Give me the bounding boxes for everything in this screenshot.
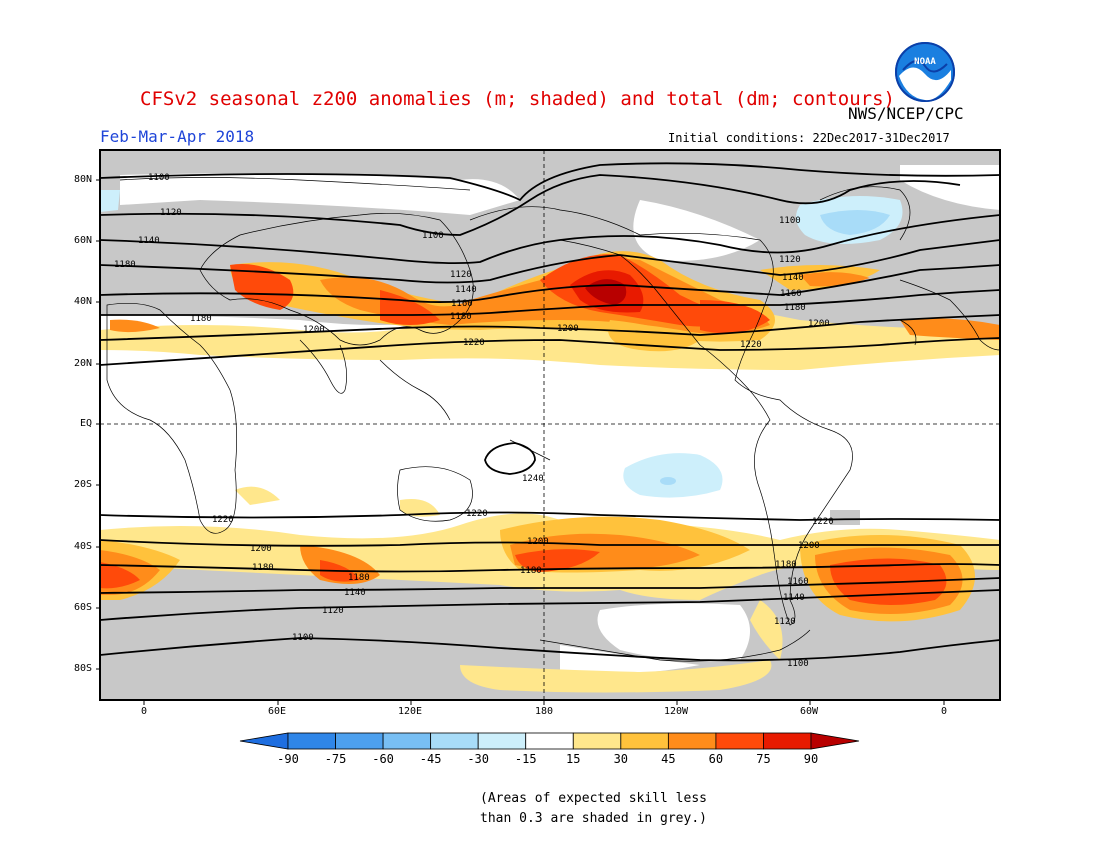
lon-label-0-left: 0 [141,706,148,717]
lon-label-120e: 120E [398,706,423,717]
contour-label-1100-b: 1100 [422,231,444,241]
lat-label-60n: 60N [74,235,93,246]
colorbar-tick-label: 90 [804,752,818,766]
contour-label-1220-d: 1220 [466,509,488,519]
contour-label-1240: 1240 [522,474,544,484]
contour-label-1140-a: 1140 [138,236,160,246]
contour-label-1140-c: 1140 [782,273,804,283]
contour-label-1120-e: 1120 [774,617,796,627]
colorbar-tick-label: -75 [325,752,347,766]
colorbar-segment [620,732,669,750]
agency-label: NWS/NCEP/CPC [848,104,964,123]
contour-label-1120-c: 1120 [779,255,801,265]
colorbar-segment [525,732,574,750]
contour-label-1200-d: 1200 [250,544,272,554]
lon-label-120w: 120W [664,706,689,717]
contour-label-1180-e: 1180 [252,563,274,573]
colorbar-segment [477,732,527,750]
contour-label-1220-c: 1220 [212,515,234,525]
lat-label-40n: 40N [74,296,93,307]
contour-label-1180-c: 1180 [450,312,472,322]
colorbar-tick-label: -45 [420,752,442,766]
contour-label-1220-e: 1220 [812,517,834,527]
lat-label-80n: 80N [74,174,93,185]
colorbar-tick-label: 45 [661,752,675,766]
colorbar-tick-label: 60 [709,752,723,766]
colorbar-tick-label: 75 [756,752,770,766]
contour-label-1140-b: 1140 [455,285,477,295]
skill-note-line2: than 0.3 are shaded in grey.) [480,811,707,826]
lon-label-60e: 60E [268,706,287,717]
contour-label-1180-d: 1180 [784,303,806,313]
contour-label-1160-a: 1160 [451,299,473,309]
contour-label-1120-a: 1120 [160,208,182,218]
season-label: Feb-Mar-Apr 2018 [100,127,255,146]
colorbar-segment [335,732,384,750]
colorbar-segment [382,732,432,750]
colorbar-arrow-right [810,732,860,750]
lat-label-80s: 80S [74,663,93,674]
lat-label-40s: 40S [74,541,93,552]
coastlines [106,177,1000,662]
lon-label-0-right: 0 [941,706,948,717]
contour-label-1100-a: 1100 [148,173,170,183]
contour-label-1200-c: 1200 [808,319,830,329]
contour-label-1140-d: 1140 [344,588,366,598]
lat-label-20n: 20N [74,358,93,369]
contour-label-1120-d: 1120 [322,606,344,616]
colorbar-segment [667,732,717,750]
lat-label-eq: EQ [80,418,93,429]
contour-label-group: 1100 1100 1100 1120 1120 1120 1140 1140 … [114,173,834,669]
lat-label-60s: 60S [74,602,93,613]
colorbar-segment [715,732,764,750]
contour-label-1180-a: 1180 [114,260,136,270]
contour-label-1120-b: 1120 [450,270,472,280]
skill-note-line1: (Areas of expected skill less [480,791,707,806]
noaa-logo: NOAA [895,42,955,102]
colorbar-tick-label: -30 [467,752,489,766]
contour-label-1100-e: 1100 [787,659,809,669]
contour-label-1160-c: 1160 [787,577,809,587]
contour-label-1200-f: 1200 [798,541,820,551]
colorbar-segment [430,732,479,750]
lon-label-180: 180 [535,706,554,717]
colorbar-arrow-left [239,732,289,750]
contour-label-1220-b: 1220 [740,340,762,350]
colorbar-tick-label: 15 [566,752,580,766]
noaa-logo-text: NOAA [914,57,936,67]
lat-label-20s: 20S [74,479,93,490]
contour-label-1180-f: 1180 [348,573,370,583]
colorbar-segment [287,732,336,750]
colorbar-segment [572,732,622,750]
colorbar: -90 -75 -60 -45 -30 -15 15 30 45 60 75 90 [239,732,860,766]
initial-conditions-label: Initial conditions: 22Dec2017-31Dec2017 [668,131,950,145]
contour-label-1100-c: 1100 [779,216,801,226]
contour-label-1140-e: 1140 [783,593,805,603]
colorbar-tick-label: 30 [614,752,628,766]
lon-label-60w: 60W [800,706,819,717]
contour-label-1100-d: 1100 [292,633,314,643]
axis-ticks [96,179,945,705]
contour-label-1180-h: 1180 [775,560,797,570]
contour-label-1200-a: 1200 [303,325,325,335]
colorbar-tick-label: -15 [515,752,537,766]
colorbar-tick-label: -90 [277,752,299,766]
contour-label-1180-g: 1180 [520,566,542,576]
colorbar-tick-label: -60 [372,752,394,766]
colorbar-segment [763,732,812,750]
map-title: CFSv2 seasonal z200 anomalies (m; shaded… [140,88,895,110]
contour-label-1220-a: 1220 [463,338,485,348]
white-open-areas [120,165,1000,674]
contour-label-1160-b: 1160 [780,289,802,299]
contour-label-1200-b: 1200 [557,324,579,334]
contour-label-1180-b: 1180 [190,314,212,324]
negative-anomaly-shading [100,190,903,498]
map-frame [99,149,1001,701]
height-contours [100,162,1000,662]
contour-label-1200-e: 1200 [527,537,549,547]
